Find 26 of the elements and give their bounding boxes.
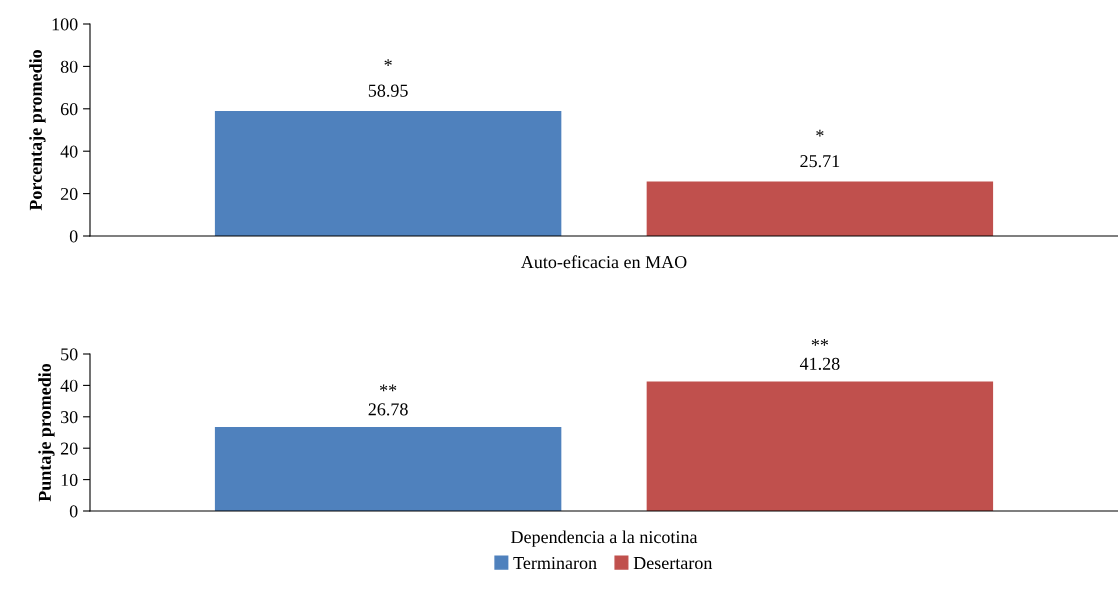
- y-tick-label: 50: [61, 348, 78, 361]
- data-label: 26.78: [368, 403, 408, 416]
- y-tick-label: 0: [69, 505, 78, 518]
- text: **: [811, 339, 829, 346]
- y-tick-label: 100: [52, 18, 78, 31]
- data-label: 58.95: [368, 84, 408, 97]
- y-axis-title: Puntaje promedio: [38, 363, 55, 502]
- annotation: *: [384, 59, 392, 66]
- x-tick-label: Dependencia a la nicotina: [511, 530, 698, 547]
- y-tick-label: 30: [61, 411, 78, 424]
- legend-label: Desertaron: [633, 557, 713, 570]
- data-label: 41.28: [799, 357, 840, 370]
- y-tick-label: 20: [60, 442, 78, 455]
- y-tick-label: 10: [61, 473, 78, 487]
- y-tick-label: 60: [60, 103, 78, 116]
- x-tick-label: Auto-eficacia en MAO: [520, 255, 687, 269]
- y-tick-label: 0: [69, 230, 78, 243]
- y-tick-label: 40: [60, 379, 78, 392]
- y-axis-title: Porcentaje promedio: [29, 50, 46, 211]
- annotation: *: [816, 129, 824, 137]
- legend-label: Terminaron: [513, 556, 597, 570]
- y-tick-label: 20: [60, 187, 78, 201]
- y-tick-label: 80: [60, 60, 78, 73]
- y-tick-label: 40: [60, 145, 78, 158]
- data-label: 25.71: [800, 155, 840, 168]
- annotation: **: [379, 384, 397, 392]
